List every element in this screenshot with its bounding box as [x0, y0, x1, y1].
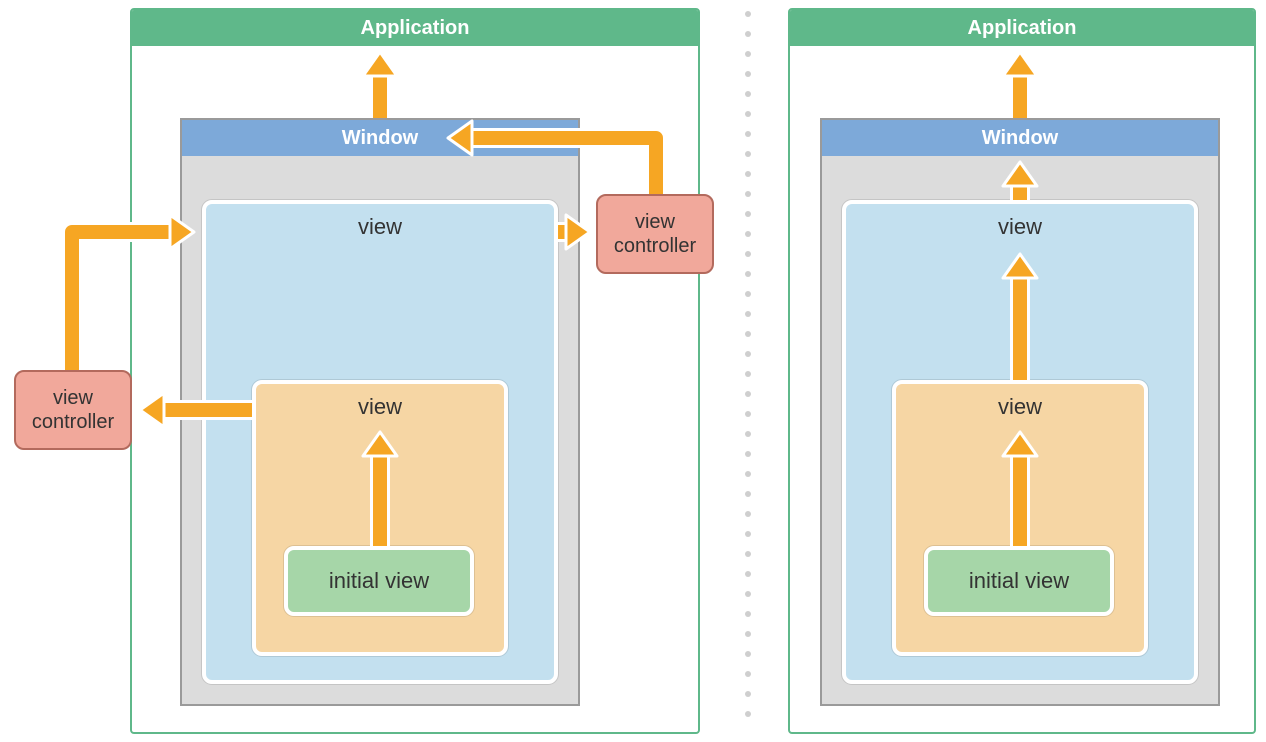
right-initial-view-box: initial view — [924, 546, 1114, 616]
right-outer-view-label: view — [846, 204, 1194, 240]
right-window-title: Window — [982, 127, 1058, 150]
left-view-controller-right-box: viewcontroller — [596, 194, 714, 274]
left-window-header: Window — [182, 120, 578, 156]
left-application-title: Application — [361, 17, 470, 40]
left-inner-view-label: view — [256, 384, 504, 420]
left-window-title: Window — [342, 127, 418, 150]
right-application-title: Application — [968, 17, 1077, 40]
left-initial-view-label: initial view — [329, 568, 429, 594]
left-initial-view-box: initial view — [284, 546, 474, 616]
right-application-header: Application — [790, 10, 1254, 46]
left-application-header: Application — [132, 10, 698, 46]
right-initial-view-label: initial view — [969, 568, 1069, 594]
right-inner-view-label: view — [896, 384, 1144, 420]
left-outer-view-label: view — [206, 204, 554, 240]
right-window-header: Window — [822, 120, 1218, 156]
left-view-controller-left-box: viewcontroller — [14, 370, 132, 450]
